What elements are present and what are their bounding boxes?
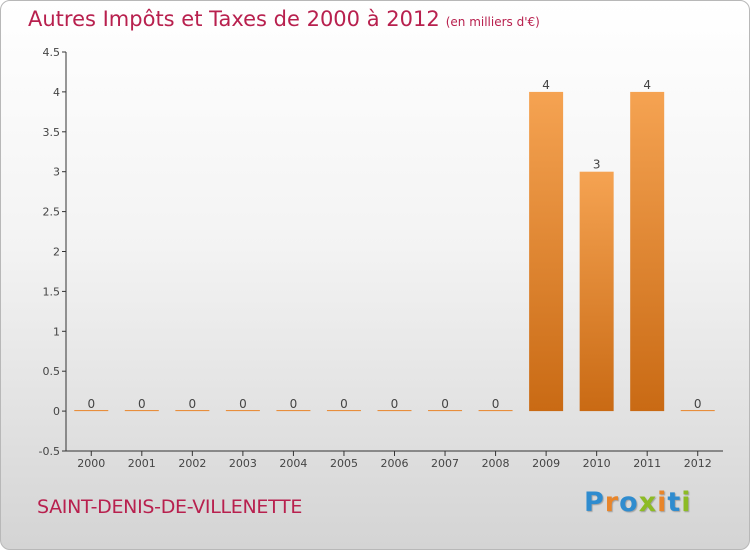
bar (326, 410, 361, 412)
bar (478, 410, 513, 412)
data-label: 0 (694, 397, 702, 411)
x-tick-label: 2004 (279, 457, 307, 470)
x-tick-label: 2001 (128, 457, 156, 470)
bar (529, 91, 564, 412)
y-tick-label: 3.5 (43, 126, 61, 139)
bar (74, 410, 109, 412)
y-tick-label: 4 (53, 86, 60, 99)
logo-letter: i (681, 487, 692, 518)
x-tick-label: 2003 (229, 457, 257, 470)
bar (225, 410, 260, 412)
logo-letter: o (619, 487, 639, 518)
logo-letter: r (604, 487, 620, 518)
y-tick-label: 4.5 (43, 46, 61, 59)
proxiti-logo: Proxiti (584, 487, 692, 518)
x-tick-label: 2012 (684, 457, 712, 470)
data-label: 4 (643, 78, 651, 92)
chart-title-block: Autres Impôts et Taxes de 2000 à 2012 (en… (28, 7, 540, 31)
logo-letter: t (667, 487, 682, 518)
bar (579, 171, 614, 412)
bar (175, 410, 210, 412)
data-label: 0 (87, 397, 95, 411)
x-tick-label: 2002 (178, 457, 206, 470)
bar (428, 410, 463, 412)
logo-letter: i (657, 487, 668, 518)
x-tick-label: 2006 (381, 457, 409, 470)
data-label: 0 (290, 397, 298, 411)
logo-letter: P (584, 487, 605, 518)
x-tick-label: 2010 (583, 457, 611, 470)
x-tick-label: 2011 (633, 457, 661, 470)
data-label: 0 (492, 397, 500, 411)
y-tick-label: 1 (53, 325, 60, 338)
x-tick-label: 2007 (431, 457, 459, 470)
data-label: 0 (441, 397, 449, 411)
data-label: 0 (239, 397, 247, 411)
data-label: 4 (542, 78, 550, 92)
bar (630, 91, 665, 412)
y-tick-label: -0.5 (39, 445, 60, 458)
y-tick-label: 0 (53, 405, 60, 418)
y-tick-label: 0.5 (43, 365, 61, 378)
x-tick-label: 2008 (482, 457, 510, 470)
bar (377, 410, 412, 412)
data-label: 0 (189, 397, 197, 411)
x-tick-label: 2009 (532, 457, 560, 470)
y-tick-label: 2.5 (43, 206, 61, 219)
commune-name: SAINT-DENIS-DE-VILLENETTE (37, 496, 303, 518)
x-tick-label: 2000 (77, 457, 105, 470)
bar (276, 410, 311, 412)
data-label: 0 (138, 397, 146, 411)
y-tick-label: 2 (53, 246, 60, 259)
data-label: 0 (391, 397, 399, 411)
y-tick-label: 1.5 (43, 285, 61, 298)
data-label: 0 (340, 397, 348, 411)
bar (680, 410, 715, 412)
x-tick-label: 2005 (330, 457, 358, 470)
logo-letter: x (638, 487, 658, 518)
data-label: 3 (593, 158, 601, 172)
chart-subtitle: (en milliers d'€) (445, 15, 540, 29)
bar (124, 410, 159, 412)
chart-title: Autres Impôts et Taxes de 2000 à 2012 (28, 7, 440, 31)
y-tick-label: 3 (53, 166, 60, 179)
